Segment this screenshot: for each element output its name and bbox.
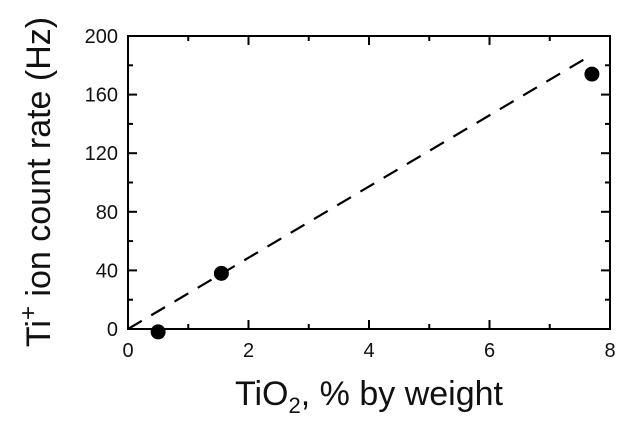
fit-line — [127, 55, 590, 330]
axis-ticks — [127, 35, 611, 330]
plot-series — [127, 55, 600, 340]
y-tick-label: 120 — [85, 143, 118, 165]
x-tick-label: 8 — [604, 340, 615, 362]
y-tick-label: 40 — [96, 260, 118, 282]
y-tick-label: 80 — [96, 202, 118, 224]
y-tick-label: 160 — [85, 85, 118, 107]
x-tick-labels: 0 2 4 6 8 — [122, 340, 615, 362]
x-tick-label: 2 — [243, 340, 254, 362]
y-axis-title-rest: ion count rate (Hz) — [20, 17, 58, 306]
y-tick-label: 0 — [107, 319, 118, 341]
y-axis-title-base: Ti — [20, 320, 58, 347]
data-point — [150, 324, 166, 340]
x-tick-label: 4 — [363, 340, 374, 362]
y-tick-labels: 0 40 80 120 160 200 — [85, 26, 118, 341]
x-axis-title-base: TiO — [235, 375, 289, 413]
y-axis-title: Ti+ ion count rate (Hz) — [15, 17, 58, 347]
y-tick-label: 200 — [85, 26, 118, 48]
data-point — [584, 66, 600, 82]
x-tick-label: 6 — [484, 340, 495, 362]
x-axis-title-subscript: 2 — [289, 393, 301, 418]
x-axis-title: TiO2, % by weight — [235, 375, 504, 418]
x-tick-label: 0 — [122, 340, 133, 362]
x-axis-title-rest: , % by weight — [301, 375, 504, 413]
y-axis-title-superscript: + — [15, 306, 42, 320]
